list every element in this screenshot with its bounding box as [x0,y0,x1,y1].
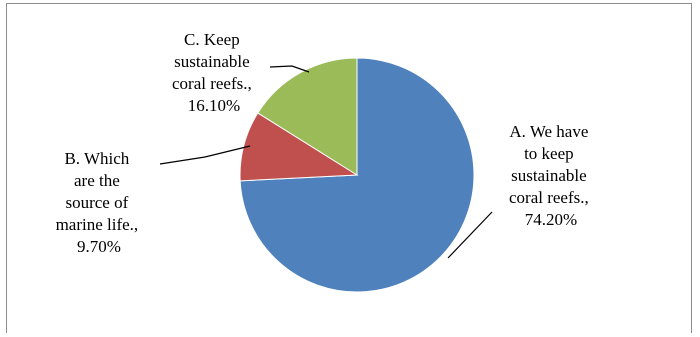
data-label-b-line-4: marine life., [56,215,139,234]
leader-line-c [269,65,310,73]
leader-line-a [447,211,493,259]
data-label-c-value: 16.10% [188,96,240,115]
data-label-c-line-2: sustainable [174,52,250,71]
pie-slices [239,57,475,293]
data-label-b-value: 9.70% [77,237,121,256]
leader-lines [159,65,493,259]
data-label-b-line-3: source of [65,193,128,212]
data-label-b: B. Which are the source of marine life.,… [56,149,143,256]
data-label-a-line-4: coral reefs., [509,188,589,207]
data-label-b-line-2: are the [74,171,120,190]
data-label-c-line-1: C. Keep [184,30,240,49]
data-label-a-line-3: sustainable [511,166,587,185]
data-label-a-line-2: to keep [524,144,574,163]
data-label-a: A. We have to keep sustainable coral ree… [509,122,593,229]
pie-slice-c [257,57,358,176]
data-label-b-line-1: B. Which [64,149,129,168]
chart-frame [6,3,692,333]
data-label-c-line-3: coral reefs., [172,74,252,93]
data-label-a-value: 74.20% [525,210,577,229]
data-label-c: C. Keep sustainable coral reefs., 16.10% [172,30,256,115]
leader-line-b [159,145,251,165]
data-label-a-line-1: A. We have [509,122,588,141]
